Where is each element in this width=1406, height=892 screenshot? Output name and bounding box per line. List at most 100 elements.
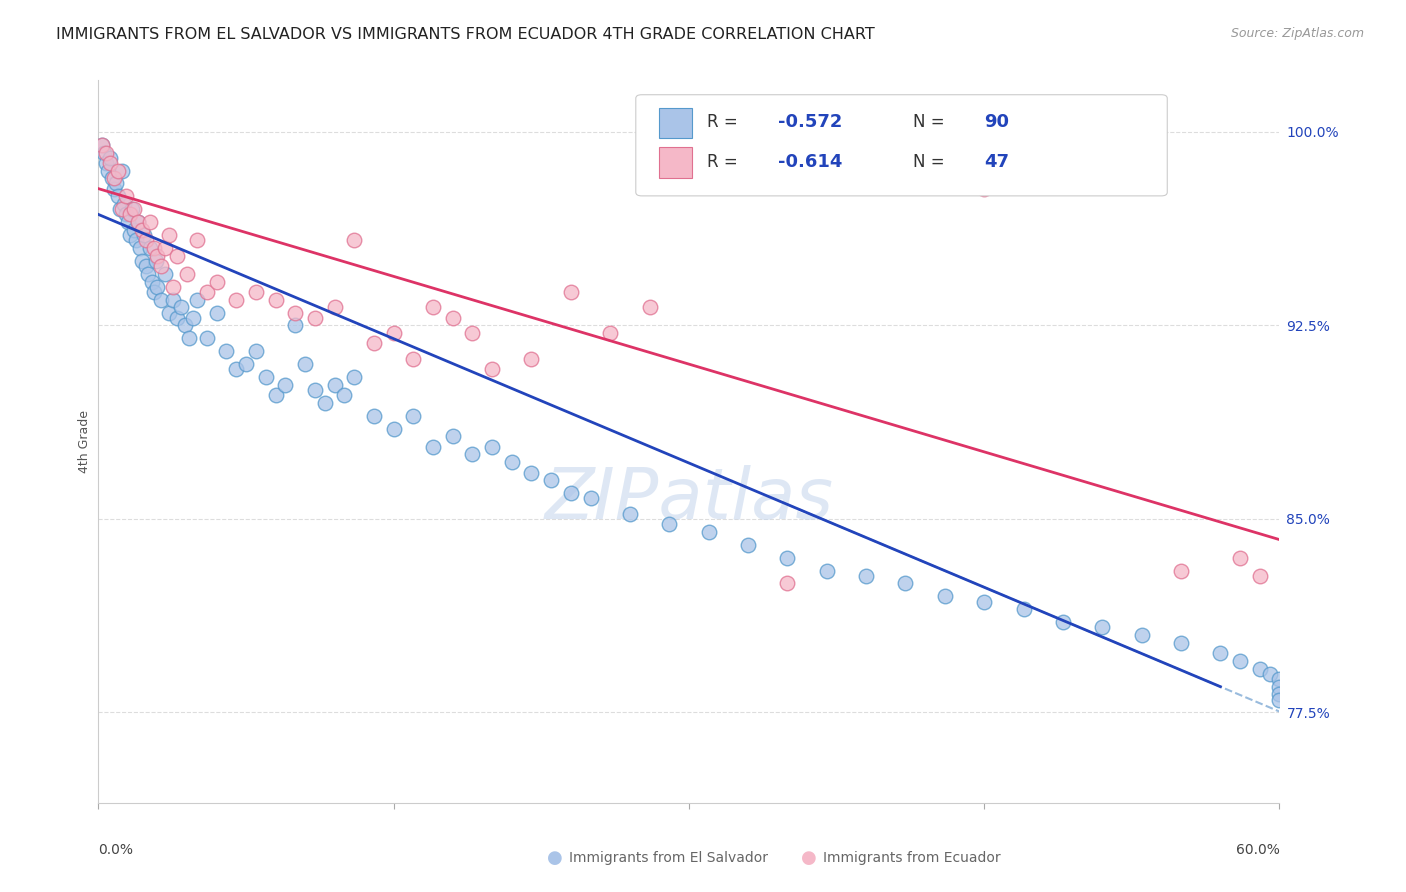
Point [1249, 662, 1271, 676]
Text: Immigrants from El Salvador: Immigrants from El Salvador [569, 851, 769, 865]
Point [1268, 672, 1291, 686]
Point [141, 275, 163, 289]
Point [1170, 636, 1192, 650]
Point [155, 267, 177, 281]
Point [195, 331, 218, 345]
Point [103, 182, 125, 196]
Point [97, 163, 120, 178]
Point [112, 197, 135, 211]
Point [205, 275, 228, 289]
Point [894, 576, 917, 591]
Point [118, 228, 141, 243]
Point [146, 279, 169, 293]
Text: R =: R = [707, 113, 742, 131]
Point [98, 151, 121, 165]
Point [174, 318, 197, 333]
Point [186, 233, 208, 247]
Point [162, 293, 184, 307]
Point [107, 163, 129, 178]
Point [225, 362, 247, 376]
Point [540, 473, 562, 487]
Point [658, 517, 681, 532]
Point [145, 254, 167, 268]
Point [101, 171, 124, 186]
Point [934, 590, 956, 604]
Point [1012, 602, 1035, 616]
Point [422, 440, 444, 454]
Point [135, 259, 157, 273]
Point [520, 466, 543, 480]
Point [1268, 687, 1291, 701]
Point [162, 279, 184, 293]
Point [111, 163, 134, 178]
Point [1268, 692, 1291, 706]
Point [155, 241, 177, 255]
Point [264, 293, 287, 307]
Point [815, 564, 838, 578]
Point [441, 310, 464, 325]
Point [96, 156, 118, 170]
Point [274, 377, 297, 392]
Point [195, 285, 218, 299]
Point [382, 422, 405, 436]
Point [166, 310, 188, 325]
Point [127, 215, 149, 229]
Bar [659, 147, 693, 178]
Point [737, 538, 759, 552]
Point [177, 331, 200, 345]
Point [131, 254, 153, 268]
Point [363, 336, 385, 351]
Point [294, 357, 316, 371]
Point [142, 241, 165, 255]
Point [1130, 628, 1153, 642]
Text: R =: R = [707, 153, 742, 171]
Text: N =: N = [914, 153, 950, 171]
Point [125, 233, 148, 247]
Point [461, 326, 484, 341]
Point [1258, 666, 1281, 681]
Point [122, 223, 145, 237]
Point [314, 396, 336, 410]
Text: IMMIGRANTS FROM EL SALVADOR VS IMMIGRANTS FROM ECUADOR 4TH GRADE CORRELATION CHA: IMMIGRANTS FROM EL SALVADOR VS IMMIGRANT… [56, 27, 875, 42]
Point [170, 301, 193, 315]
Point [107, 189, 129, 203]
Point [115, 207, 138, 221]
Point [138, 241, 160, 255]
Point [103, 171, 125, 186]
Point [111, 202, 134, 217]
Point [215, 344, 238, 359]
Point [121, 202, 143, 217]
Text: -0.572: -0.572 [778, 113, 842, 131]
Point [441, 429, 464, 443]
Point [157, 228, 180, 243]
Point [1229, 550, 1251, 565]
Point [122, 202, 145, 217]
Point [304, 310, 326, 325]
Point [973, 182, 995, 196]
FancyBboxPatch shape [636, 95, 1167, 196]
Point [115, 189, 138, 203]
Point [91, 137, 114, 152]
Point [560, 486, 582, 500]
Point [422, 301, 444, 315]
Bar [659, 108, 693, 138]
Point [105, 177, 128, 191]
Point [245, 344, 267, 359]
Text: Source: ZipAtlas.com: Source: ZipAtlas.com [1230, 27, 1364, 40]
Point [284, 305, 307, 319]
Point [118, 207, 141, 221]
Point [402, 351, 425, 366]
Point [382, 326, 405, 341]
Point [304, 383, 326, 397]
Point [135, 233, 157, 247]
Point [245, 285, 267, 299]
Text: 47: 47 [984, 153, 1010, 171]
Text: 90: 90 [984, 113, 1010, 131]
Point [323, 301, 346, 315]
Point [1229, 654, 1251, 668]
Point [323, 377, 346, 392]
Text: -0.614: -0.614 [778, 153, 842, 171]
Text: 0.0%: 0.0% [98, 843, 134, 856]
Point [638, 301, 661, 315]
Point [1268, 680, 1291, 694]
